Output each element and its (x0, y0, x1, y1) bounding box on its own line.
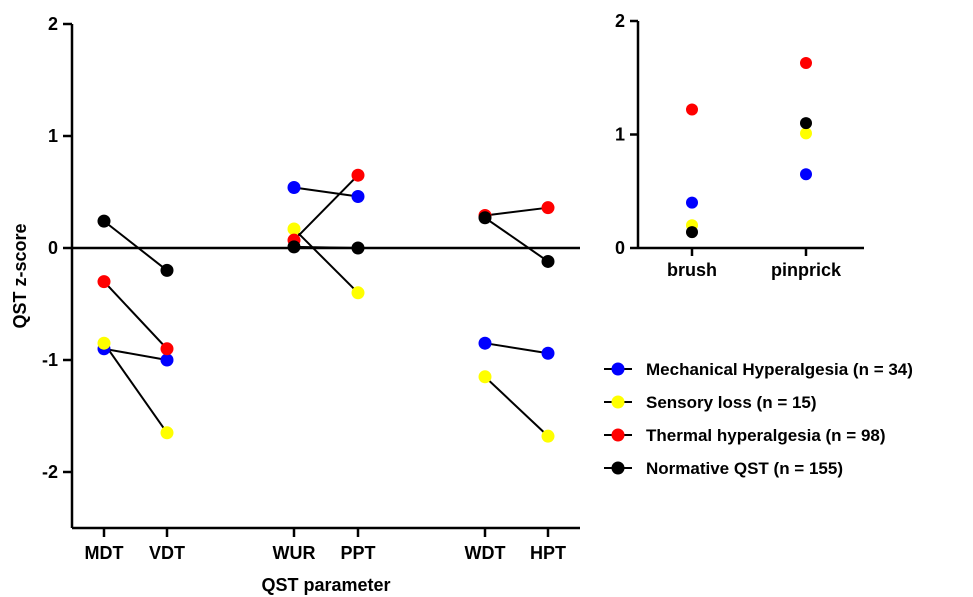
x-tick-label-ppt: PPT (340, 543, 375, 563)
point-mechanical-hyperalgesia-vdt (160, 353, 174, 367)
connector-sensory-loss-wdt-hpt (484, 376, 549, 437)
legend-marker-thermal-hyperalgesia (611, 428, 625, 442)
inset-point-normative-qst-pinprick (800, 117, 812, 130)
inset-y-tick-label: 0 (615, 238, 625, 258)
inset-point-mechanical-hyperalgesia-brush (686, 196, 698, 209)
inset-mechanical-chart: 2 1 0 brush pinprick (615, 11, 864, 280)
legend-marker-sensory-loss (611, 395, 625, 409)
connector-mechanical-hyperalgesia-mdt-vdt (103, 347, 168, 361)
inset-y-tick-label: 2 (615, 11, 625, 31)
inset-point-thermal-hyperalgesia-brush (686, 103, 698, 116)
inset-point-sensory-loss-pinprick (800, 127, 812, 140)
connector-normative-qst-mdt-vdt (103, 220, 168, 272)
connector-sensory-loss-mdt-vdt (103, 342, 168, 434)
point-normative-qst-vdt (160, 263, 174, 277)
connector-normative-qst-wur-ppt (293, 245, 359, 249)
inset-x-tick-label-pinprick: pinprick (771, 260, 842, 280)
legend-label-sensory-loss: Sensory loss (n = 15) (646, 393, 817, 412)
connector-thermal-hyperalgesia-wur-ppt (293, 174, 359, 241)
point-thermal-hyperalgesia-vdt (160, 342, 174, 356)
legend-marker-mechanical-hyperalgesia (611, 362, 625, 376)
x-tick-label-wur: WUR (273, 543, 316, 563)
point-normative-qst-mdt (97, 214, 111, 228)
connector-mechanical-hyperalgesia-wur-ppt (293, 186, 359, 198)
point-sensory-loss-wdt (478, 370, 492, 384)
point-normative-qst-wdt (478, 211, 492, 225)
inset-y-tick-label: 1 (615, 125, 625, 145)
y-tick-label: -2 (42, 462, 58, 482)
point-normative-qst-ppt (351, 241, 365, 255)
inset-point-mechanical-hyperalgesia-pinprick (800, 168, 812, 181)
connector-thermal-hyperalgesia-wdt-hpt (484, 206, 549, 217)
legend-label-thermal-hyperalgesia: Thermal hyperalgesia (n = 98) (646, 426, 886, 445)
point-sensory-loss-ppt (351, 286, 365, 300)
x-tick-label-wdt: WDT (465, 543, 506, 563)
inset-point-normative-qst-brush (686, 226, 698, 239)
connector-sensory-loss-wur-ppt (293, 228, 359, 294)
legend-label-mechanical-hyperalgesia: Mechanical Hyperalgesia (n = 34) (646, 360, 913, 379)
point-thermal-hyperalgesia-ppt (351, 168, 365, 182)
inset-point-thermal-hyperalgesia-pinprick (800, 56, 812, 69)
legend-marker-normative-qst (611, 461, 625, 475)
legend: Mechanical Hyperalgesia (n = 34) Sensory … (604, 360, 913, 478)
y-tick-label: 0 (48, 238, 58, 258)
point-sensory-loss-mdt (97, 336, 111, 350)
point-thermal-hyperalgesia-mdt (97, 275, 111, 289)
point-normative-qst-hpt (541, 254, 555, 268)
main-qst-chart: 2 1 0 -1 -2 MDT VDT WUR PPT WDT HPT QST parameter QS… (10, 14, 580, 595)
point-normative-qst-wur (287, 240, 301, 254)
point-mechanical-hyperalgesia-wur (287, 181, 301, 195)
point-mechanical-hyperalgesia-hpt (541, 346, 555, 360)
point-sensory-loss-vdt (160, 426, 174, 440)
x-tick-label-vdt: VDT (149, 543, 185, 563)
connector-mechanical-hyperalgesia-wdt-hpt (484, 342, 549, 355)
x-tick-label-mdt: MDT (85, 543, 124, 563)
y-tick-label: 1 (48, 126, 58, 146)
point-thermal-hyperalgesia-hpt (541, 201, 555, 215)
y-tick-label: -1 (42, 350, 58, 370)
x-tick-label-hpt: HPT (530, 543, 566, 563)
connector-thermal-hyperalgesia-mdt-vdt (103, 280, 168, 350)
y-axis-title: QST z-score (10, 223, 30, 328)
point-mechanical-hyperalgesia-ppt (351, 189, 365, 203)
y-tick-label: 2 (48, 14, 58, 34)
point-sensory-loss-wur (287, 222, 301, 236)
connector-normative-qst-wdt-hpt (484, 216, 549, 263)
inset-x-tick-label-brush: brush (667, 260, 717, 280)
x-axis-title: QST parameter (261, 575, 390, 595)
point-sensory-loss-hpt (541, 429, 555, 443)
point-mechanical-hyperalgesia-wdt (478, 336, 492, 350)
legend-label-normative-qst: Normative QST (n = 155) (646, 459, 843, 478)
